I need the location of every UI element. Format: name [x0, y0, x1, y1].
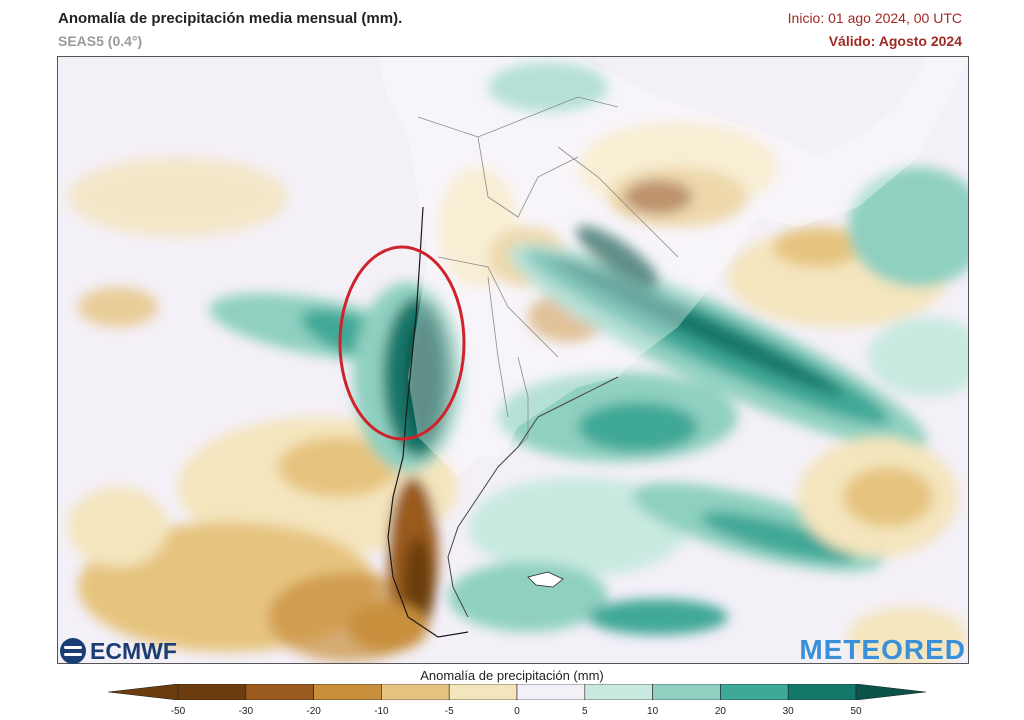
- anomaly-map-canvas: [58, 57, 968, 663]
- meteored-logo: METEORED: [799, 634, 966, 665]
- colorbar-segment: [787, 684, 857, 700]
- anomaly-field: [68, 62, 968, 663]
- map-title: Anomalía de precipitación media mensual …: [58, 10, 403, 27]
- chile-coastline: [387, 206, 469, 638]
- colorbar-title: Anomalía de precipitación (mm): [420, 668, 604, 683]
- ecmwf-logo: ECMWF: [60, 636, 177, 666]
- colorbar-segment: [720, 684, 789, 700]
- anomaly-map: [57, 56, 969, 664]
- colorbar-segment: [177, 684, 247, 700]
- colorbar-segment: [108, 684, 179, 700]
- colorbar: [108, 684, 926, 700]
- model-label: SEAS5 (0.4°): [58, 33, 143, 49]
- colorbar-tick-label: -20: [306, 706, 321, 717]
- colorbar-segment: [855, 684, 926, 700]
- colorbar-tick-label: -10: [374, 706, 389, 717]
- colorbar-segment: [245, 684, 314, 700]
- colorbar-tick-label: 20: [714, 706, 726, 717]
- colorbar-segment: [448, 684, 518, 700]
- continent-land: [378, 57, 968, 477]
- colorbar-tick-label: -30: [238, 706, 254, 717]
- ecmwf-mark-icon: [60, 638, 86, 664]
- colorbar-tick-label: 50: [850, 706, 862, 717]
- colorbar-tick-label: 5: [582, 706, 588, 717]
- colorbar-segment: [516, 684, 586, 700]
- init-time: Inicio: 01 ago 2024, 00 UTC: [787, 10, 962, 26]
- colorbar-segment: [584, 684, 653, 700]
- colorbar-tick-label: -5: [444, 706, 454, 717]
- highlight-ellipse: [338, 245, 466, 441]
- colorbar-tick-label: 0: [514, 706, 520, 717]
- colorbar-segment: [381, 684, 450, 700]
- valid-period: Válido: Agosto 2024: [828, 33, 962, 49]
- argentina-coastline: [447, 376, 619, 618]
- colorbar-tick-label: 30: [782, 706, 794, 717]
- colorbar-segment: [652, 684, 721, 700]
- colorbar-tick-label: -50: [170, 706, 186, 717]
- colorbar-tick-label: 10: [647, 706, 659, 717]
- falkland-islands: [527, 571, 564, 588]
- colorbar-tick-labels: -50 -30 -20 -10 -5 0 5 10 20 30 50: [0, 706, 1024, 720]
- country-borders: [417, 96, 679, 458]
- colorbar-segment: [313, 684, 382, 700]
